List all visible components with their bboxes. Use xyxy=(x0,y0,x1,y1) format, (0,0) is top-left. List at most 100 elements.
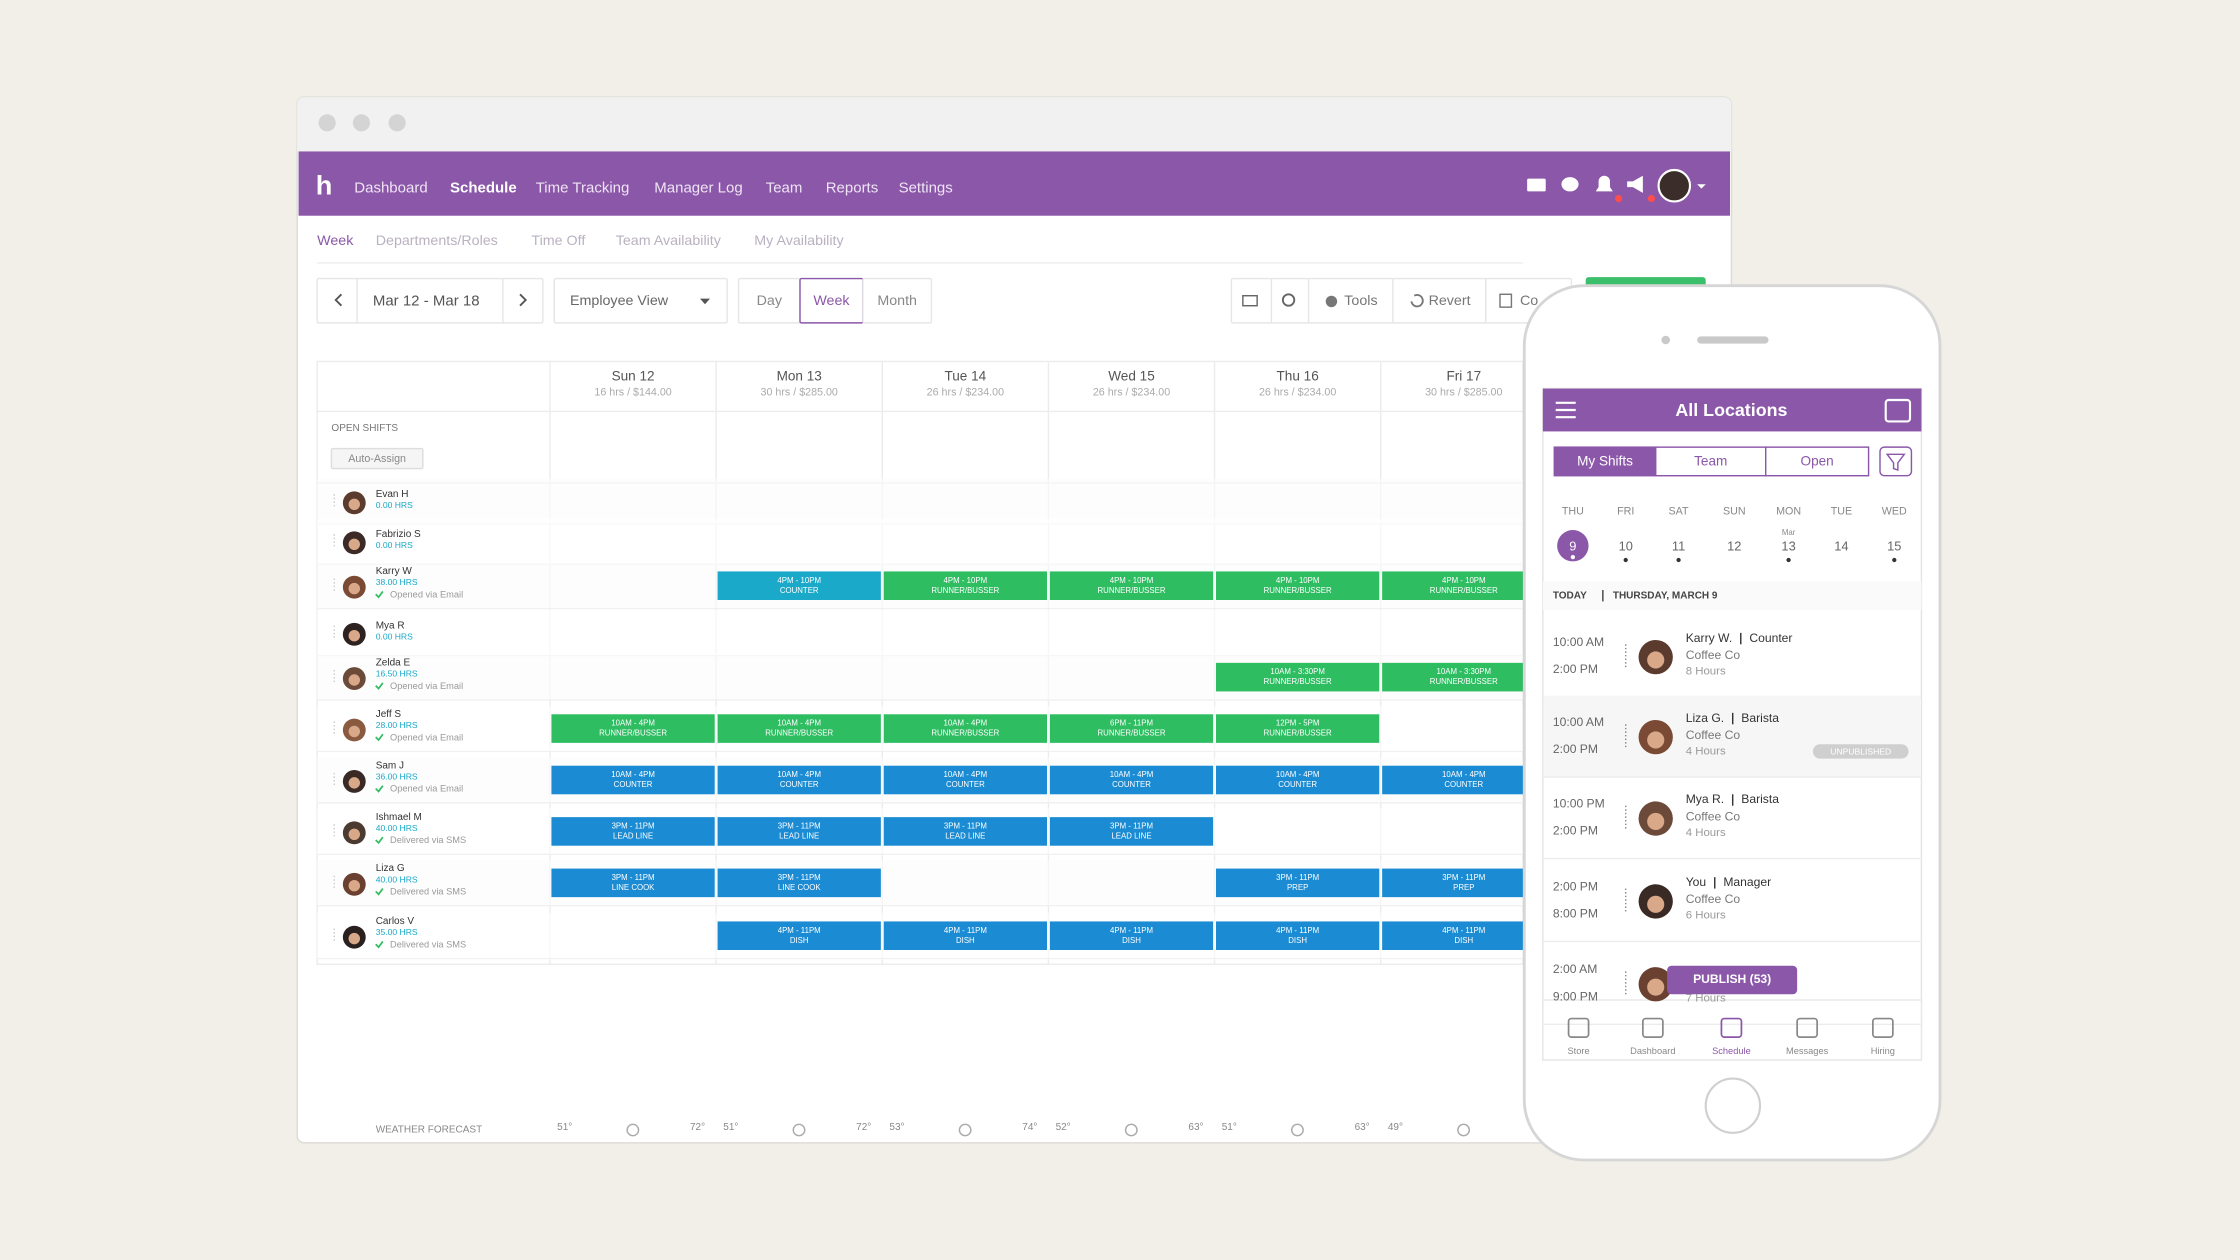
employee-name[interactable]: Carlos V xyxy=(376,916,415,927)
chat-icon[interactable] xyxy=(1561,177,1579,192)
employee-name[interactable]: Ishmael M xyxy=(376,812,422,823)
search-icon[interactable] xyxy=(1281,293,1296,307)
print-icon[interactable] xyxy=(1242,295,1258,307)
nav-icon[interactable] xyxy=(1642,1017,1664,1038)
shift-block[interactable] xyxy=(1216,662,1380,692)
nav-item[interactable]: Manager Log xyxy=(654,180,742,197)
tab-label[interactable]: Team xyxy=(1694,454,1727,469)
shift-block[interactable] xyxy=(1382,868,1546,898)
nav-item[interactable]: Team xyxy=(766,180,803,197)
shift-name[interactable]: Liza G. xyxy=(1686,711,1724,725)
shift-block[interactable] xyxy=(717,921,881,950)
subnav-item[interactable]: My Availability xyxy=(754,233,844,249)
nav-item[interactable]: Time Tracking xyxy=(536,180,630,197)
shift-block[interactable] xyxy=(1382,921,1546,950)
nav-item[interactable]: Schedule xyxy=(450,180,517,197)
shift-block[interactable] xyxy=(1382,571,1546,600)
tab[interactable] xyxy=(1655,446,1767,477)
date[interactable]: 9 xyxy=(1569,539,1576,554)
tab[interactable] xyxy=(1765,446,1870,477)
shift-block[interactable] xyxy=(883,714,1047,743)
shift-name[interactable]: You xyxy=(1686,875,1706,889)
date-nav[interactable] xyxy=(316,277,544,324)
employee-name[interactable]: Zelda E xyxy=(376,657,411,668)
shift-block[interactable] xyxy=(1216,571,1380,600)
employee-name[interactable]: Liza G xyxy=(376,863,405,874)
view-select-label[interactable]: Employee View xyxy=(570,293,669,309)
shift-block[interactable] xyxy=(1382,765,1546,795)
tab-label[interactable]: Open xyxy=(1801,454,1834,469)
employee-name[interactable]: Sam J xyxy=(376,760,404,771)
shift-block[interactable] xyxy=(551,868,715,898)
shift-block[interactable] xyxy=(1049,817,1214,846)
view-mode[interactable] xyxy=(862,277,933,324)
subnav-item[interactable]: Departments/Roles xyxy=(376,233,498,249)
mail-icon[interactable] xyxy=(1527,178,1546,192)
date[interactable]: 15 xyxy=(1887,539,1901,554)
add-shift-icon[interactable] xyxy=(1884,398,1912,423)
next-arrow[interactable] xyxy=(519,293,528,307)
auto-assign-button[interactable] xyxy=(330,447,424,470)
subnav-item[interactable]: Time Off xyxy=(531,233,585,249)
shift-block[interactable] xyxy=(1049,714,1214,743)
user-caret[interactable] xyxy=(1697,184,1706,189)
shift-block[interactable] xyxy=(1216,868,1380,898)
nav-item[interactable]: Settings xyxy=(899,180,953,197)
copy-icon[interactable] xyxy=(1499,293,1513,308)
menu-icon[interactable] xyxy=(1555,401,1576,419)
shift-block[interactable] xyxy=(1049,921,1214,950)
shift-block[interactable] xyxy=(717,817,881,846)
bottom-nav-label[interactable]: Dashboard xyxy=(1630,1046,1675,1056)
shift-block[interactable] xyxy=(717,571,881,600)
shift-block[interactable] xyxy=(1216,714,1380,743)
employee-name[interactable]: Fabrizio S xyxy=(376,529,421,540)
view-select[interactable] xyxy=(553,277,728,324)
nav-icon[interactable] xyxy=(1872,1017,1894,1038)
shift-block[interactable] xyxy=(1049,765,1214,795)
user-avatar[interactable] xyxy=(1657,168,1692,203)
bottom-nav-label[interactable]: Schedule xyxy=(1712,1046,1751,1056)
publish-button[interactable] xyxy=(1667,965,1798,995)
shift-block[interactable] xyxy=(551,817,715,846)
gear-icon[interactable] xyxy=(1325,295,1338,308)
auto-assign-label[interactable]: Auto-Assign xyxy=(348,453,406,465)
view-mode-label[interactable]: Day xyxy=(757,293,783,309)
shift-block[interactable] xyxy=(717,714,881,743)
view-mode-label[interactable]: Month xyxy=(877,293,917,309)
home-button[interactable] xyxy=(1704,1077,1762,1134)
tab-label[interactable]: My Shifts xyxy=(1577,454,1633,469)
bell-icon[interactable] xyxy=(1595,175,1613,192)
subnav-item[interactable]: Week xyxy=(317,233,354,249)
bottom-nav-label[interactable]: Store xyxy=(1567,1046,1589,1056)
logo[interactable]: h xyxy=(316,169,333,200)
filter-button[interactable] xyxy=(1879,446,1913,477)
date[interactable]: 12 xyxy=(1727,539,1741,554)
date[interactable]: 11 xyxy=(1672,539,1685,554)
view-mode-label[interactable]: Week xyxy=(813,293,850,309)
tools-label[interactable]: Tools xyxy=(1344,293,1377,309)
employee-name[interactable]: Evan H xyxy=(376,489,409,500)
date[interactable]: 14 xyxy=(1834,539,1848,554)
subnav-item[interactable]: Team Availability xyxy=(616,233,722,249)
nav-item[interactable]: Reports xyxy=(826,180,879,197)
shift-name[interactable]: Mya R. xyxy=(1686,792,1724,806)
bottom-nav-label[interactable]: Hiring xyxy=(1871,1046,1895,1056)
publish-label[interactable]: PUBLISH (53) xyxy=(1693,972,1771,986)
date[interactable]: 10 xyxy=(1619,539,1633,554)
prev-arrow[interactable] xyxy=(334,293,343,307)
shift-block[interactable] xyxy=(1216,765,1380,795)
shift-block[interactable] xyxy=(1382,662,1546,692)
shift-block[interactable] xyxy=(717,765,881,795)
shift-block[interactable] xyxy=(551,714,715,743)
shift-block[interactable] xyxy=(1049,571,1214,600)
nav-icon[interactable] xyxy=(1796,1017,1818,1038)
shift-block[interactable] xyxy=(551,765,715,795)
shift-block[interactable] xyxy=(883,817,1047,846)
shift-block[interactable] xyxy=(883,921,1047,950)
revert-icon[interactable] xyxy=(1410,294,1424,308)
shift-name[interactable]: Karry W. xyxy=(1686,631,1732,645)
shift-block[interactable] xyxy=(883,765,1047,795)
shift-block[interactable] xyxy=(717,868,881,898)
bottom-nav-label[interactable]: Messages xyxy=(1786,1046,1829,1056)
shift-block[interactable] xyxy=(1216,921,1380,950)
